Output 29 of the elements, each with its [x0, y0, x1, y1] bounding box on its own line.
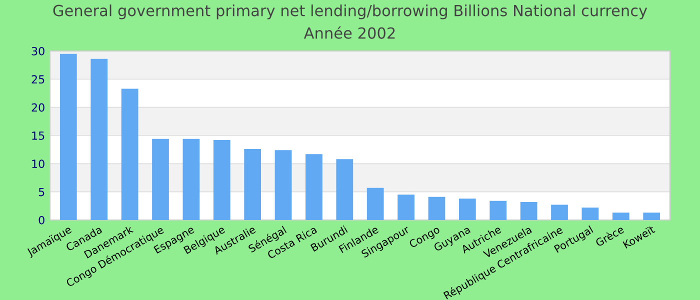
bar [336, 159, 354, 220]
bar [643, 212, 660, 220]
y-tick-label: 25 [32, 75, 44, 84]
bar [152, 138, 169, 220]
chart-title: General government primary net lending/borrowing Billions National currency [53, 4, 648, 20]
bar [551, 204, 568, 220]
bar [582, 208, 599, 220]
bar [306, 154, 322, 220]
bar [244, 149, 262, 220]
y-tick-label: 20 [32, 103, 44, 112]
y-tick-label: 0 [38, 216, 44, 224]
y-tick-label: 15 [32, 132, 44, 140]
bar [398, 194, 414, 220]
bar [520, 202, 538, 220]
bar [428, 196, 446, 220]
bar [60, 54, 77, 220]
bar [490, 200, 507, 220]
y-tick-label: 5 [38, 188, 44, 196]
chart-subtitle: Année 2002 [304, 26, 395, 39]
bar [274, 150, 292, 220]
bar [182, 138, 200, 220]
bar [90, 58, 108, 220]
bar [121, 88, 138, 220]
y-tick-label: 30 [32, 46, 44, 56]
y-tick-label: 10 [32, 160, 44, 168]
bar [213, 140, 230, 220]
bar [366, 188, 384, 220]
bar [612, 212, 630, 220]
bar [458, 198, 476, 220]
